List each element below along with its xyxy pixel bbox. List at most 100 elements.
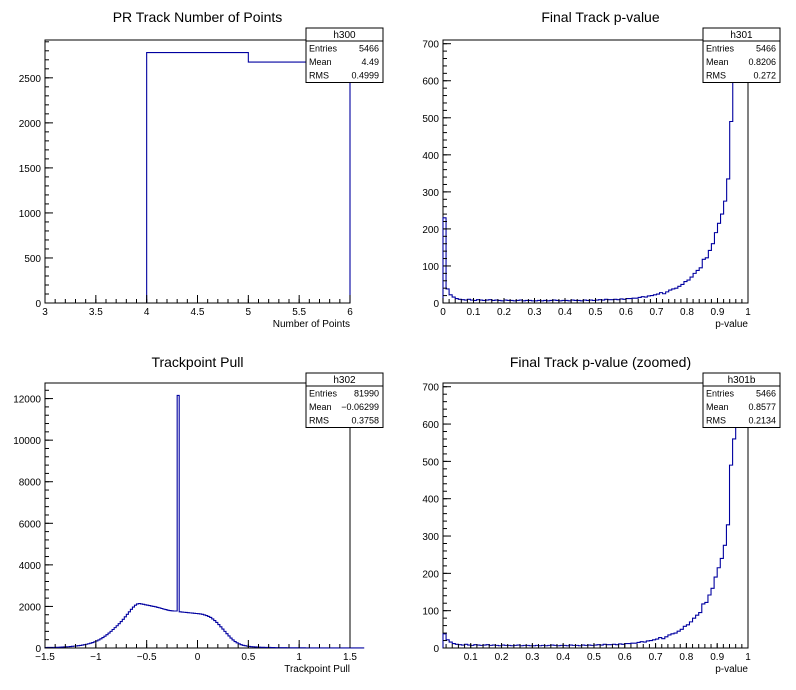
x-tick-label: −1 (90, 652, 102, 663)
chart-title: Trackpoint Pull (151, 354, 243, 370)
chart-panel-2: Final Track p-value 0 0.1 0.2 0.3 0.4 0.5 0.6 0.… (422, 9, 781, 330)
x-axis: −1.5 −1 −0.5 0 0.5 1 1.5 (35, 640, 357, 663)
y-tick-label: 200 (422, 569, 439, 580)
x-tick-label: 3 (42, 307, 48, 318)
x-tick-label: 0.7 (649, 652, 663, 663)
x-tick-label: 5.5 (292, 307, 306, 318)
stats-histogram-name: h300 (333, 30, 356, 41)
stats-box: h301b Entries 5466 Mean 0.8577 RMS 0.2134 (702, 372, 781, 428)
plot-frame (442, 382, 749, 649)
stats-histogram-name: h301b (728, 375, 756, 386)
histogram-line (442, 39, 748, 303)
chart-panel-4: Final Track p-value (zoomed) 0.1 0.2 0.3 0.4… (422, 354, 781, 675)
y-tick-label: 12000 (13, 395, 41, 406)
stats-label-mean: Mean (706, 57, 729, 67)
x-axis: 0 0.1 0.2 0.3 0.4 0.5 0.6 0.7 0.8 0.9 1 (440, 298, 751, 318)
x-tick-label: 1 (296, 652, 302, 663)
chart-title: Final Track p-value (zoomed) (510, 354, 691, 370)
x-tick-label: 0 (195, 652, 201, 663)
y-tick-label: 700 (422, 383, 439, 394)
chart-title: PR Track Number of Points (113, 9, 283, 25)
y-tick-label: 8000 (19, 478, 42, 489)
stats-value-rms: 0.4999 (351, 71, 379, 81)
x-axis-label: p-value (715, 319, 748, 330)
y-axis: 0 100 200 300 400 500 600 700 (422, 40, 451, 310)
x-axis-label: Trackpoint Pull (284, 664, 350, 675)
y-axis: 0 2000 4000 6000 8000 10000 12000 (13, 389, 53, 655)
y-tick-label: 100 (422, 262, 439, 273)
y-tick-label: 1500 (19, 164, 42, 175)
x-axis-label: Number of Points (273, 319, 350, 330)
y-tick-label: 2500 (19, 74, 42, 85)
plot-frame (44, 39, 351, 304)
y-tick-label: 600 (422, 77, 439, 88)
stats-value-entries: 81990 (354, 389, 379, 399)
chart-panel-1: PR Track Number of Points 3 3.5 4 4.5 5 5.5 6Nu… (19, 9, 384, 330)
stats-label-rms: RMS (309, 71, 329, 81)
x-tick-label: −1.5 (35, 652, 55, 663)
stats-box: h301 Entries 5466 Mean 0.8206 RMS 0.272 (702, 27, 781, 83)
x-tick-label: 0.9 (710, 652, 724, 663)
plot-frame (44, 382, 351, 649)
y-tick-label: 500 (422, 457, 439, 468)
stats-box-frame (305, 372, 384, 428)
stats-value-mean: 4.49 (361, 57, 379, 67)
y-axis: 0 500 1000 1500 2000 2500 (19, 41, 53, 310)
x-tick-label: 0.6 (619, 307, 633, 318)
y-tick-label: 700 (422, 40, 439, 51)
y-tick-label: 10000 (13, 436, 41, 447)
stats-value-rms: 0.272 (753, 71, 776, 81)
y-tick-label: 0 (433, 644, 439, 655)
x-tick-label: 6 (347, 307, 353, 318)
stats-label-rms: RMS (706, 71, 726, 81)
x-tick-label: 0.7 (650, 307, 664, 318)
stats-label-entries: Entries (309, 389, 338, 399)
stats-value-rms: 0.3758 (351, 416, 379, 426)
stats-histogram-name: h301 (730, 30, 753, 41)
x-axis: 3 3.5 4 4.5 5 5.5 6 (42, 295, 353, 318)
y-tick-label: 0 (433, 299, 439, 310)
x-tick-label: 0.5 (241, 652, 255, 663)
y-tick-label: 400 (422, 495, 439, 506)
x-tick-label: 0.1 (464, 652, 478, 663)
stats-label-mean: Mean (706, 402, 729, 412)
x-tick-label: 0.4 (558, 307, 572, 318)
x-tick-label: 5 (246, 307, 252, 318)
x-tick-label: 0.8 (679, 652, 693, 663)
stats-box: h300 Entries 5466 Mean 4.49 RMS 0.4999 (305, 27, 384, 83)
chart-panel-3: Trackpoint Pull−1.5 −1 −0.5 0 0.5 1 1.5Trackpo… (13, 354, 384, 675)
x-tick-label: −0.5 (137, 652, 157, 663)
y-tick-label: 500 (24, 254, 41, 265)
stats-value-entries: 5466 (756, 389, 776, 399)
stats-value-mean: 0.8577 (748, 402, 776, 412)
x-tick-label: 4 (144, 307, 150, 318)
x-tick-label: 0.4 (556, 652, 570, 663)
x-tick-label: 1.5 (343, 652, 357, 663)
stats-label-entries: Entries (309, 44, 338, 54)
y-tick-label: 400 (422, 151, 439, 162)
stats-value-entries: 5466 (756, 44, 776, 54)
stats-value-rms: 0.2134 (748, 416, 776, 426)
x-tick-label: 4.5 (191, 307, 205, 318)
x-tick-label: 0.1 (467, 307, 481, 318)
x-tick-label: 0.5 (587, 652, 601, 663)
y-tick-label: 500 (422, 114, 439, 125)
histogram-line (442, 382, 748, 648)
x-tick-label: 1 (745, 307, 751, 318)
y-tick-label: 100 (422, 607, 439, 618)
y-tick-label: 2000 (19, 602, 42, 613)
stats-box-frame (305, 27, 384, 83)
x-tick-label: 1 (745, 652, 751, 663)
x-tick-label: 0.5 (589, 307, 603, 318)
histogram-line (44, 394, 365, 649)
x-axis: 0.1 0.2 0.3 0.4 0.5 0.6 0.7 0.8 0.9 1 (445, 643, 751, 663)
x-axis-label: p-value (715, 664, 748, 675)
stats-label-rms: RMS (309, 416, 329, 426)
stats-label-mean: Mean (309, 402, 332, 412)
y-tick-label: 4000 (19, 561, 42, 572)
y-tick-label: 300 (422, 188, 439, 199)
y-tick-label: 6000 (19, 519, 42, 530)
x-tick-label: 3.5 (89, 307, 103, 318)
y-axis: 0 100 200 300 400 500 600 700 (422, 383, 451, 655)
